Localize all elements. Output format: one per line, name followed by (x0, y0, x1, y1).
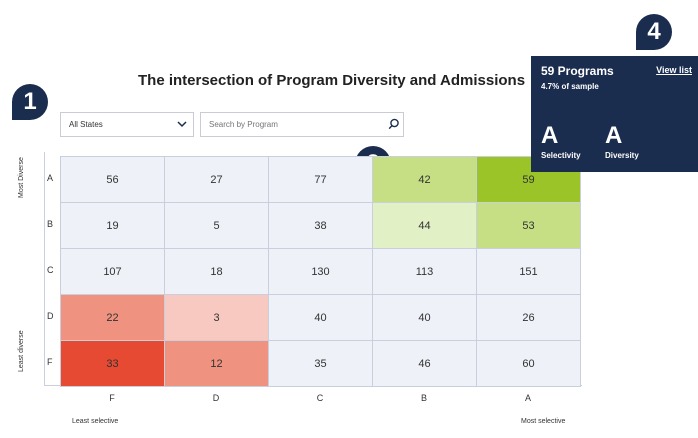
chevron-down-icon (177, 121, 187, 128)
step-badge-4: 4 (636, 14, 672, 50)
selectivity-grade: A (541, 122, 559, 149)
column-label: F (109, 393, 115, 403)
selection-summary-panel: 59 Programs 4.7% of sample View list A S… (531, 56, 698, 172)
column-label: D (212, 393, 220, 403)
column-label: A (524, 393, 531, 403)
step-badge-1: 1 (12, 84, 48, 120)
heatmap-cell[interactable]: 38 (268, 202, 373, 249)
heatmap-cell[interactable]: 33 (60, 340, 165, 387)
heatmap-cell[interactable]: 18 (164, 248, 269, 295)
heatmap-cell[interactable]: 40 (372, 294, 477, 341)
page-title: The intersection of Program Diversity an… (138, 72, 526, 89)
heatmap-cell[interactable]: 46 (372, 340, 477, 387)
row-label: D (47, 311, 54, 321)
heatmap-cell[interactable]: 22 (60, 294, 165, 341)
row-label: F (47, 357, 53, 367)
selectivity-label: Selectivity (541, 151, 581, 160)
row-label: A (47, 173, 54, 183)
y-axis-line (44, 152, 45, 386)
program-search-input[interactable] (200, 112, 404, 137)
y-axis-bottom-label: Least diverse (18, 330, 25, 372)
heatmap-cell[interactable]: 40 (268, 294, 373, 341)
diversity-grade: A (605, 122, 623, 149)
heatmap-cell[interactable]: 3 (164, 294, 269, 341)
column-label: C (316, 393, 324, 403)
heatmap-cell[interactable]: 77 (268, 156, 373, 203)
heatmap-cell[interactable]: 42 (372, 156, 477, 203)
column-label: B (420, 393, 427, 403)
diversity-label: Diversity (605, 151, 639, 160)
heatmap-cell[interactable]: 5 (164, 202, 269, 249)
y-axis-top-label: Most Diverse (18, 157, 25, 198)
heatmap-cell[interactable]: 12 (164, 340, 269, 387)
x-axis-left-label: Least selective (72, 418, 119, 425)
heatmap-cell[interactable]: 35 (268, 340, 373, 387)
heatmap-cell[interactable]: 26 (476, 294, 581, 341)
search-icon[interactable] (388, 118, 400, 130)
state-select-value: All States (69, 120, 103, 129)
heatmap-cell[interactable]: 27 (164, 156, 269, 203)
x-axis-right-label: Most selective (521, 418, 566, 425)
heatmap-cell[interactable]: 107 (60, 248, 165, 295)
program-count: 59 Programs (541, 64, 614, 78)
heatmap-cell[interactable]: 53 (476, 202, 581, 249)
heatmap-cell[interactable]: 113 (372, 248, 477, 295)
heatmap-cell[interactable]: 56 (60, 156, 165, 203)
heatmap-cell[interactable]: 130 (268, 248, 373, 295)
heatmap-cell[interactable]: 44 (372, 202, 477, 249)
view-list-link[interactable]: View list (656, 65, 692, 75)
row-label: B (47, 219, 54, 229)
heatmap-cell[interactable]: 19 (60, 202, 165, 249)
heatmap-cell[interactable]: 60 (476, 340, 581, 387)
state-select[interactable]: All States (60, 112, 194, 137)
row-label: C (47, 265, 54, 275)
heatmap-cell[interactable]: 151 (476, 248, 581, 295)
sample-percentage: 4.7% of sample (541, 82, 599, 91)
